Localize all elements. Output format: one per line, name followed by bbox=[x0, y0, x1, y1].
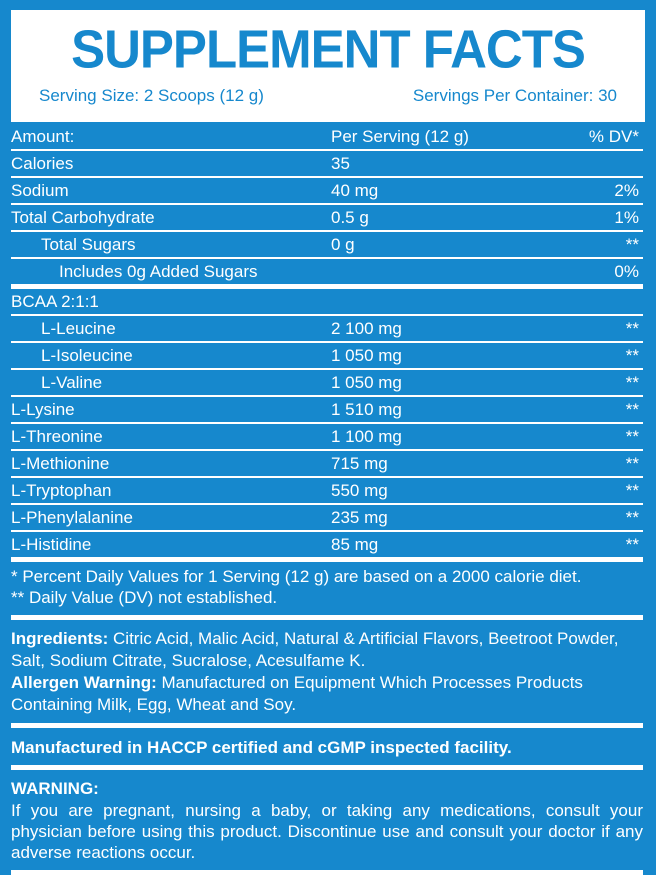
table-row: L-Phenylalanine 235 mg ** bbox=[11, 505, 643, 532]
table-row: Includes 0g Added Sugars 0% bbox=[11, 259, 643, 289]
row-name: Total Carbohydrate bbox=[11, 208, 155, 227]
table-row: Total Sugars 0 g ** bbox=[11, 232, 643, 259]
ingredients-section: Ingredients: Citric Acid, Malic Acid, Na… bbox=[11, 620, 643, 728]
row-amount: 1 050 mg bbox=[331, 346, 402, 365]
warning-label: WARNING: bbox=[11, 779, 99, 798]
row-name: L-Isoleucine bbox=[41, 346, 133, 365]
row-name: L-Threonine bbox=[11, 427, 103, 446]
row-dv: 1% bbox=[614, 208, 639, 227]
table-row: L-Histidine 85 mg ** bbox=[11, 532, 643, 562]
row-dv: ** bbox=[625, 319, 639, 338]
row-amount: 715 mg bbox=[331, 454, 388, 473]
table-row: Sodium 40 mg 2% bbox=[11, 178, 643, 205]
servings-per-container-text: Servings Per Container: 30 bbox=[412, 86, 617, 105]
row-amount: 0.5 g bbox=[331, 208, 369, 227]
row-name: BCAA 2:1:1 bbox=[11, 292, 99, 311]
row-amount: 1 100 mg bbox=[331, 427, 402, 446]
row-name: L-Lysine bbox=[11, 400, 75, 419]
facility-statement: Manufactured in HACCP certified and cGMP… bbox=[11, 728, 643, 770]
allergen-warning-text: Manufactured on Equipment Which Processe… bbox=[11, 673, 583, 714]
ingredients-line: Ingredients: Citric Acid, Malic Acid, Na… bbox=[11, 628, 643, 672]
allergen-warning-label: Allergen Warning: bbox=[11, 673, 157, 692]
row-amount: 550 mg bbox=[331, 481, 388, 500]
table-row: L-Valine 1 050 mg ** bbox=[11, 370, 643, 397]
row-name: L-Valine bbox=[41, 373, 103, 392]
table-row: L-Threonine 1 100 mg ** bbox=[11, 424, 643, 451]
row-amount: 1 050 mg bbox=[331, 373, 402, 392]
row-amount: 85 mg bbox=[331, 535, 379, 554]
row-dv: ** bbox=[625, 235, 639, 254]
row-dv: ** bbox=[625, 454, 639, 473]
row-name: Sodium bbox=[11, 181, 69, 200]
row-amount: 2 100 mg bbox=[331, 319, 402, 338]
row-name: L-Methionine bbox=[11, 454, 110, 473]
row-dv: ** bbox=[625, 535, 639, 554]
serving-size-text: Serving Size: 2 Scoops (12 g) bbox=[39, 86, 264, 105]
row-name: Includes 0g Added Sugars bbox=[59, 262, 258, 281]
row-name: L-Leucine bbox=[41, 319, 116, 338]
table-row: Calories 35 bbox=[11, 151, 643, 178]
row-dv: 2% bbox=[614, 181, 639, 200]
table-footnote: * Percent Daily Values for 1 Serving (12… bbox=[11, 567, 582, 586]
ingredients-label: Ingredients: bbox=[11, 629, 109, 648]
header-panel: SUPPLEMENT FACTS Serving Size: 2 Scoops … bbox=[11, 10, 645, 122]
row-amount: 35 bbox=[331, 154, 350, 173]
table-body: Calories 35 Sodium 40 mg 2% Total Carbohydrat… bbox=[11, 151, 643, 562]
table-row: L-Leucine 2 100 mg ** bbox=[11, 316, 643, 343]
row-amount: 0 g bbox=[331, 235, 355, 254]
column-per-serving-label: Per Serving (12 g) bbox=[331, 127, 469, 146]
row-name: Total Sugars bbox=[41, 235, 136, 254]
table-footnote: ** Daily Value (DV) not established. bbox=[11, 588, 278, 607]
row-dv: ** bbox=[625, 346, 639, 365]
column-amount-label: Amount: bbox=[11, 127, 75, 146]
table-row: L-Lysine 1 510 mg ** bbox=[11, 397, 643, 424]
allergen-line: Allergen Warning: Manufactured on Equipm… bbox=[11, 672, 643, 716]
table-header-row: Amount: Per Serving (12 g) % DV* bbox=[11, 124, 643, 151]
supplement-facts-label: SUPPLEMENT FACTS Serving Size: 2 Scoops … bbox=[11, 10, 645, 875]
row-name: L-Histidine bbox=[11, 535, 92, 554]
row-dv: ** bbox=[625, 508, 639, 527]
table-footnotes: * Percent Daily Values for 1 Serving (12… bbox=[11, 562, 643, 620]
warning-text: If you are pregnant, nursing a baby, or … bbox=[11, 801, 643, 862]
row-name: Calories bbox=[11, 154, 74, 173]
facts-table: Amount: Per Serving (12 g) % DV* Calorie… bbox=[11, 124, 643, 620]
table-row: L-Methionine 715 mg ** bbox=[11, 451, 643, 478]
row-dv: ** bbox=[625, 481, 639, 500]
row-dv: ** bbox=[625, 427, 639, 446]
page-title: SUPPLEMENT FACTS bbox=[71, 18, 586, 80]
table-row: Total Carbohydrate 0.5 g 1% bbox=[11, 205, 643, 232]
row-name: L-Phenylalanine bbox=[11, 508, 133, 527]
column-dv-label: % DV* bbox=[588, 127, 639, 146]
row-dv: ** bbox=[625, 400, 639, 419]
table-row: L-Tryptophan 550 mg ** bbox=[11, 478, 643, 505]
row-dv: ** bbox=[625, 373, 639, 392]
ingredients-text: Citric Acid, Malic Acid, Natural & Artif… bbox=[11, 629, 619, 670]
row-amount: 235 mg bbox=[331, 508, 388, 527]
row-amount: 1 510 mg bbox=[331, 400, 402, 419]
row-dv: 0% bbox=[614, 262, 639, 281]
row-name: L-Tryptophan bbox=[11, 481, 112, 500]
warning-section: WARNING: If you are pregnant, nursing a … bbox=[11, 770, 643, 875]
table-section-header-row: BCAA 2:1:1 bbox=[11, 289, 643, 316]
table-row: L-Isoleucine 1 050 mg ** bbox=[11, 343, 643, 370]
serving-info-row: Serving Size: 2 Scoops (12 g) Servings P… bbox=[39, 86, 617, 106]
row-amount: 40 mg bbox=[331, 181, 379, 200]
